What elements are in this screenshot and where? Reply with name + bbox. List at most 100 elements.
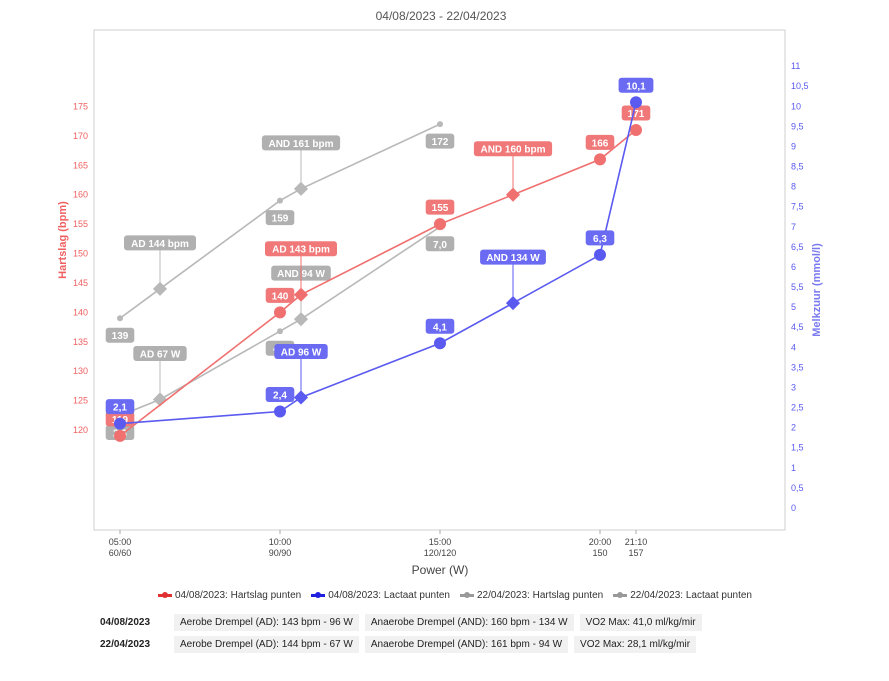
data-label: 2,1 [113,403,127,414]
legend-swatch-icon [158,591,172,598]
y-left-tick-label: 125 [73,396,88,406]
data-label: 7,0 [433,240,447,251]
y-right-tick-label: 9,5 [791,121,804,131]
legend-item[interactable]: 04/08/2023: Hartslag punten [158,590,301,601]
legend-label: 22/04/2023: Lactaat punten [630,589,752,601]
x-tick-label: 90/90 [269,548,292,558]
summary-and: Anaerobe Drempel (AND): 161 bpm - 94 W [364,635,569,653]
threshold-summary: 04/08/2023 Aerobe Drempel (AD): 143 bpm … [92,611,702,655]
y-left-tick-label: 175 [73,101,88,111]
y-right-tick-label: 4,5 [791,322,804,332]
y-right-tick-label: 7,5 [791,202,804,212]
data-label: 171 [628,109,645,120]
y-right-tick-label: 10 [791,101,801,111]
y-right-tick-label: 7 [791,222,796,232]
threshold-label: AD 96 W [281,347,322,358]
data-label-box [425,236,455,252]
y-right-tick-label: 5 [791,302,796,312]
y-left-tick-label: 165 [73,160,88,170]
data-point [437,121,443,128]
y-right-tick-label: 4 [791,342,796,352]
legend-label: 22/04/2023: Hartslag punten [477,589,604,601]
y-right-tick-label: 3,5 [791,362,804,372]
x-tick-time: 10:00 [269,537,292,547]
y-right-tick-label: 8,5 [791,162,804,172]
data-label: 4,1 [433,322,447,333]
threshold-label: AD 144 bpm [131,239,189,250]
data-point [594,248,606,261]
x-tick-time: 21:10 [625,537,648,547]
legend-label: 04/08/2023: Hartslag punten [175,589,302,601]
y-left-axis-label: Hartslag (bpm) [57,201,69,279]
data-label: 6,3 [593,234,607,245]
y-right-tick-label: 1 [791,463,796,473]
data-point [434,218,446,231]
threshold-label-box [473,141,553,157]
legend-swatch-icon [460,591,474,598]
summary-vo2: VO2 Max: 28,1 ml/kg/mir [574,635,697,653]
y-right-tick-label: 11 [791,61,800,71]
threshold-label-box [124,235,196,251]
data-label-box [265,287,295,303]
legend-item[interactable]: 22/04/2023: Hartslag punten [460,590,603,601]
y-right-tick-label: 3 [791,382,796,392]
data-label-box [618,77,654,93]
data-label: 10,1 [626,81,646,92]
data-label-box [585,134,615,150]
data-label-box [425,133,455,149]
data-point [434,337,446,350]
y-right-tick-label: 5,5 [791,282,804,292]
y-left-tick-label: 155 [73,219,88,229]
summary-row: 22/04/2023 Aerobe Drempel (AD): 144 bpm … [92,633,702,655]
data-label: 159 [272,214,289,225]
summary-ad: Aerobe Drempel (AD): 144 bpm - 67 W [174,635,359,653]
plot-frame [93,29,786,531]
y-right-tick-label: 10,5 [791,81,809,91]
threshold-label: AND 161 bpm [268,139,333,150]
y-right-tick-label: 2,5 [791,403,804,413]
summary-row: 04/08/2023 Aerobe Drempel (AD): 143 bpm … [92,611,702,633]
threshold-label-box [133,345,187,361]
chart-legend: 04/08/2023: Hartslag punten 04/08/2023: … [158,587,758,603]
x-tick-label: 150 [592,548,607,558]
y-right-tick-label: 1,5 [791,443,804,453]
y-right-tick-label: 8 [791,182,796,192]
y-right-tick-label: 6 [791,262,796,272]
y-right-tick-label: 0,5 [791,483,804,493]
data-label-box [425,199,455,215]
x-tick-label: 120/120 [424,548,457,558]
legend-swatch-icon [311,591,326,598]
y-left-tick-label: 135 [73,337,88,347]
threshold-label: AD 67 W [140,349,181,360]
threshold-label-box [480,249,546,265]
data-label-box [265,387,295,403]
threshold-label-box [265,241,337,257]
y-right-axis-label: Melkzuur (mmol/l) [811,243,823,337]
data-point [114,429,126,442]
data-point [594,153,606,166]
data-label-box [621,105,651,121]
data-point [277,197,283,204]
x-tick-time: 20:00 [589,537,612,547]
threshold-label: AND 134 W [486,253,540,264]
data-point [274,405,286,418]
legend-item[interactable]: 04/08/2023: Lactaat punten [311,590,450,601]
summary-vo2: VO2 Max: 41,0 ml/kg/mir [579,613,702,631]
data-point [630,124,642,136]
data-point [277,328,283,335]
threshold-label: AD 143 bpm [272,245,330,256]
data-label-box [425,318,455,334]
y-left-tick-label: 160 [73,190,88,200]
data-label: 140 [272,291,289,302]
y-left-tick-label: 120 [73,425,88,435]
legend-item[interactable]: 22/04/2023: Lactaat punten [613,590,752,601]
y-right-tick-label: 0 [791,503,796,513]
y-left-tick-label: 150 [73,249,88,259]
data-label: 172 [432,137,449,148]
data-label-box [105,399,135,415]
x-tick-time: 15:00 [429,537,452,547]
y-left-tick-label: 145 [73,278,88,288]
threshold-label: AND 160 bpm [480,145,545,156]
series-line [119,129,637,437]
y-left-tick-label: 130 [73,366,88,376]
